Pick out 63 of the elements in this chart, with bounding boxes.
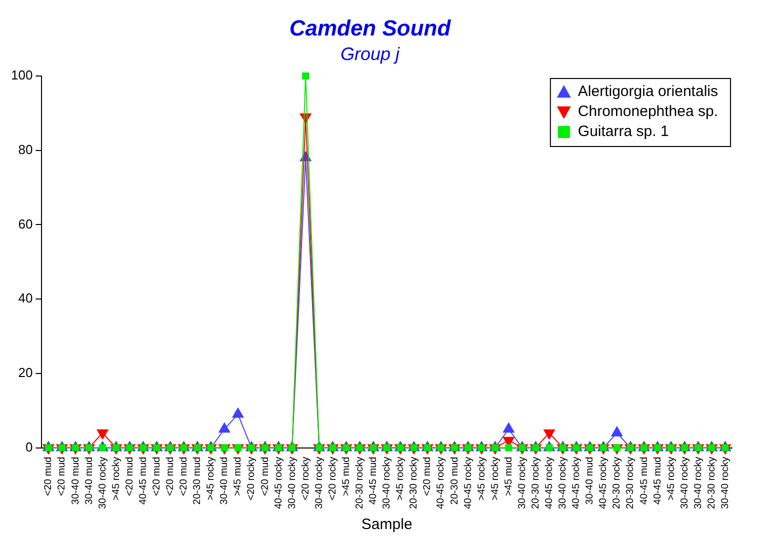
legend-label: Chromonephthea sp. — [578, 103, 718, 120]
x-tick-label: 20-30 rocky — [354, 456, 366, 510]
x-tick-label: 40-45 mud — [638, 456, 650, 505]
y-tick-label: 40 — [18, 290, 33, 306]
x-tick-label: 40-45 mud — [652, 456, 664, 505]
x-tick-label: 30-40 mud — [70, 456, 82, 505]
x-tick-label: >45 mud — [340, 456, 352, 496]
x-tick-label: 30-40 rocky — [720, 456, 731, 510]
x-tick-label: 30-40 mud — [84, 456, 95, 505]
y-tick-label: 60 — [18, 216, 33, 232]
x-tick-label: >45 mud — [232, 456, 244, 496]
x-tick-label: 30-40 rocky — [314, 456, 325, 510]
x-tick-label: 30-40 rocky — [97, 456, 108, 510]
x-tick-label: 30-40 rocky — [558, 456, 569, 510]
x-tick-label: 20-30 mud — [449, 456, 460, 505]
x-tick-label: 30-40 mud — [219, 456, 230, 505]
x-tick-label: >45 rocky — [110, 456, 122, 500]
x-tick-label: 30-40 mud — [584, 456, 596, 505]
x-tick-label: 30-40 rocky — [692, 456, 704, 510]
x-tick-label: <20 mud — [43, 456, 54, 496]
x-tick-label: >45 mud — [503, 456, 514, 496]
x-tick-label: <20 rocky — [246, 456, 258, 500]
x-tick-label: <20 rocky — [300, 456, 312, 500]
x-tick-label: <20 rocky — [327, 456, 338, 500]
legend-label: Alertigorgia orientalis — [578, 83, 718, 100]
x-tick-label: <20 mud — [56, 456, 68, 496]
chart-title: Camden Sound — [289, 15, 452, 40]
x-tick-label: 40-45 rocky — [598, 456, 610, 510]
x-tick-label: 30-40 rocky — [516, 456, 528, 510]
x-tick-label: >45 rocky — [666, 456, 677, 500]
x-tick-label: 40-45 rocky — [436, 456, 447, 510]
y-tick-label: 80 — [18, 142, 33, 157]
y-tick-label: 20 — [18, 364, 33, 380]
x-tick-label: >45 rocky — [206, 456, 217, 500]
x-tick-label: 30-40 rocky — [286, 456, 298, 510]
x-tick-label: <20 mud — [260, 456, 271, 496]
x-tick-label: 40-45 rocky — [571, 456, 582, 510]
x-tick-label: 40-45 mud — [368, 456, 380, 505]
x-tick-label: <20 mud — [178, 456, 190, 496]
x-tick-label: 30-40 rocky — [382, 456, 393, 510]
x-tick-label: <20 mud — [422, 456, 434, 496]
x-tick-label: <20 mud — [165, 456, 176, 496]
x-axis-title: Sample — [361, 516, 412, 534]
chart-subtitle: Group j — [340, 44, 401, 64]
x-tick-label: 40-45 rocky — [544, 456, 556, 510]
y-tick-label: 100 — [10, 68, 33, 83]
x-tick-label: 20-30 rocky — [706, 456, 718, 510]
x-tick-label: >45 rocky — [476, 456, 488, 500]
x-tick-label: 20-30 rocky — [612, 456, 623, 510]
legend-label: Guitarra sp. 1 — [578, 123, 669, 140]
y-tick-label: 0 — [25, 439, 33, 454]
x-tick-label: >45 rocky — [395, 456, 406, 500]
x-tick-label: 20-30 rocky — [625, 456, 636, 510]
x-tick-label: 40-45 rocky — [273, 456, 284, 510]
x-tick-label: 40-45 mud — [138, 456, 149, 505]
x-tick-label: 20-30 rocky — [408, 456, 420, 510]
x-tick-label: 20-30 mud — [192, 456, 204, 505]
x-tick-label: 40-45 rocky — [462, 456, 474, 510]
x-tick-label: 30-40 rocky — [679, 456, 690, 510]
x-tick-label: <20 mud — [151, 456, 162, 496]
x-tick-label: <20 mud — [124, 456, 136, 496]
x-tick-label: 20-30 rocky — [530, 456, 542, 510]
x-tick-label: >45 rocky — [490, 456, 501, 500]
